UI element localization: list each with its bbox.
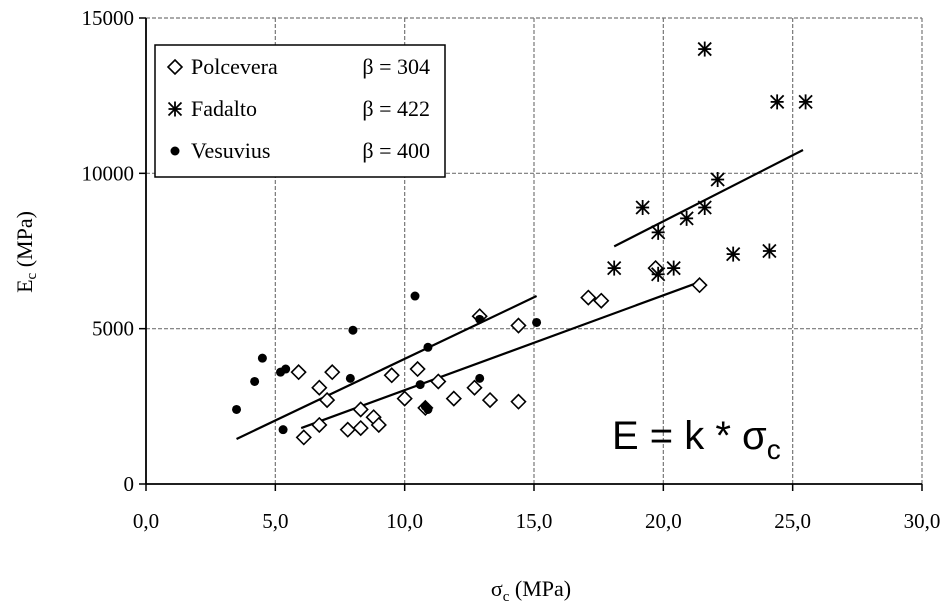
formula-annotation: E = k * σc — [612, 414, 781, 465]
polcevera-point — [352, 419, 369, 437]
polcevera-point — [324, 364, 341, 381]
fadalto-point — [762, 243, 777, 259]
legend-marker-vesuvius — [170, 146, 180, 156]
polcevera-point — [409, 360, 426, 378]
x-tick-label: 20,0 — [645, 509, 682, 533]
fadalto-point — [798, 94, 813, 110]
vesuvius-point — [250, 376, 260, 386]
x-tick-label: 30,0 — [904, 509, 941, 533]
tick-labels: 0,0 5,0 10,0 15,0 20,0 25,0 30,0 0 5000 10000 1500… — [82, 6, 941, 533]
vesuvius-point — [415, 380, 425, 390]
polcevera-point — [691, 277, 708, 294]
vesuvius-point — [532, 317, 542, 327]
polcevera-point — [339, 421, 356, 438]
legend-beta-fadalto: β = 422 — [362, 96, 430, 121]
fadalto-point — [726, 246, 741, 262]
fadalto-point — [651, 266, 666, 282]
legend-beta-vesuvius: β = 400 — [362, 138, 430, 163]
legend-marker-polcevera — [166, 58, 184, 76]
polcevera-point — [352, 401, 369, 418]
vesuvius-point — [410, 291, 420, 301]
legend-marker-fadalto — [167, 101, 183, 117]
polcevera-point — [311, 416, 328, 434]
x-tick-label: 0,0 — [133, 509, 159, 533]
polcevera-point — [290, 364, 307, 381]
polcevera-point — [383, 367, 400, 384]
polcevera-point — [580, 289, 597, 306]
polcevera-point — [510, 393, 527, 410]
vesuvius-point — [348, 325, 358, 335]
axes — [139, 17, 923, 491]
y-tick-label: 5000 — [92, 317, 134, 341]
y-tick-label: 0 — [124, 472, 135, 496]
legend-entry-fadalto: Fadalto β = 422 — [167, 96, 430, 121]
fadalto-fit-line — [613, 149, 804, 248]
polcevera-point — [396, 390, 413, 407]
fadalto-point — [770, 94, 785, 110]
polcevera-fit-line — [300, 281, 700, 430]
legend-name-polcevera: Polcevera — [191, 54, 278, 79]
fadalto-point — [710, 172, 725, 188]
legend-entry-vesuvius: Vesuvius β = 400 — [170, 138, 430, 163]
vesuvius-point — [232, 404, 242, 414]
fadalto-point — [651, 224, 666, 240]
legend-box — [154, 44, 446, 178]
legend-beta-polcevera: β = 304 — [362, 54, 430, 79]
polcevera-point — [445, 390, 462, 407]
y-tick-label: 15000 — [82, 6, 135, 30]
polcevera-point — [593, 292, 610, 309]
legend-entry-polcevera: Polcevera β = 304 — [166, 54, 430, 79]
x-tick-label: 25,0 — [774, 509, 811, 533]
vesuvius-point — [281, 364, 291, 374]
polcevera-point — [430, 373, 447, 390]
polcevera-point — [311, 379, 328, 396]
legend: Polcevera β = 304 Fadalto β = 422 Vesuvius β … — [154, 44, 446, 178]
polcevera-point — [481, 391, 499, 409]
vesuvius-point — [278, 425, 288, 435]
x-tick-label: 5,0 — [262, 509, 288, 533]
vesuvius-point — [423, 404, 433, 414]
y-tick-label: 10000 — [82, 161, 135, 185]
polcevera-point — [295, 429, 312, 446]
fadalto-point — [666, 260, 681, 276]
fadalto-point — [607, 260, 622, 276]
polcevera-point — [318, 391, 336, 409]
polcevera-point — [466, 379, 483, 396]
data-points — [232, 41, 813, 446]
y-axis-title: Ec (MPa) — [12, 211, 40, 293]
x-tick-label: 15,0 — [516, 509, 553, 533]
fadalto-point — [635, 200, 650, 216]
vesuvius-point — [345, 373, 355, 383]
x-axis-title: σc (MPa) — [491, 576, 571, 603]
fadalto-point — [679, 210, 694, 226]
vesuvius-point — [423, 342, 433, 352]
fit-lines — [236, 149, 804, 440]
legend-name-fadalto: Fadalto — [191, 96, 257, 121]
x-tick-label: 10,0 — [386, 509, 423, 533]
vesuvius-fit-line — [236, 295, 538, 440]
polcevera-point — [510, 317, 527, 334]
vesuvius-point — [475, 373, 485, 383]
vesuvius-point — [257, 353, 267, 363]
vesuvius-point — [475, 314, 485, 324]
legend-name-vesuvius: Vesuvius — [191, 138, 270, 163]
polcevera-point — [370, 416, 387, 434]
fadalto-point — [697, 200, 712, 216]
fadalto-point — [697, 41, 712, 57]
